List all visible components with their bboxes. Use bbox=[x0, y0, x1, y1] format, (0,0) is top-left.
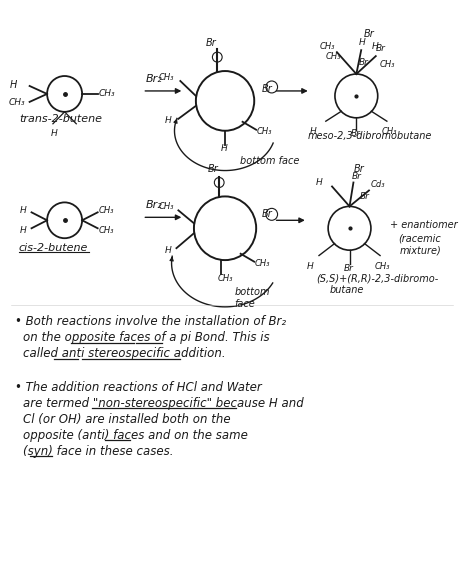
Text: Br: Br bbox=[359, 192, 369, 201]
Text: CH₃: CH₃ bbox=[319, 42, 335, 51]
Text: CH₃: CH₃ bbox=[217, 274, 233, 283]
Text: Br: Br bbox=[262, 209, 273, 219]
Text: meso-2,3-dibromobutane: meso-2,3-dibromobutane bbox=[308, 131, 432, 140]
Text: H: H bbox=[165, 116, 172, 125]
Text: H: H bbox=[221, 144, 228, 153]
Text: opposite (anti) faces and on the same: opposite (anti) faces and on the same bbox=[23, 429, 247, 442]
Text: CH₃: CH₃ bbox=[254, 259, 270, 268]
Text: bottom face: bottom face bbox=[240, 156, 299, 166]
Text: CH₃: CH₃ bbox=[99, 206, 114, 215]
Text: + enantiomer: + enantiomer bbox=[391, 220, 458, 230]
Text: Br: Br bbox=[206, 38, 216, 48]
Text: CH₃: CH₃ bbox=[256, 127, 272, 136]
Text: CH₃: CH₃ bbox=[375, 261, 390, 270]
Text: cis-2-butene: cis-2-butene bbox=[19, 243, 88, 253]
Text: H: H bbox=[20, 206, 27, 215]
Text: CH₃: CH₃ bbox=[8, 98, 25, 107]
Text: (syn) face in these cases.: (syn) face in these cases. bbox=[23, 445, 173, 457]
Text: Br: Br bbox=[262, 84, 273, 94]
Text: Br: Br bbox=[350, 129, 360, 138]
Text: CH₃: CH₃ bbox=[325, 52, 341, 61]
Text: are termed "non-stereospecific" because H and: are termed "non-stereospecific" because … bbox=[23, 397, 303, 410]
Text: CH₃: CH₃ bbox=[159, 72, 174, 81]
Text: • Both reactions involve the installation of Br₂: • Both reactions involve the installatio… bbox=[15, 315, 286, 328]
Text: Br₂: Br₂ bbox=[146, 201, 162, 210]
Text: H: H bbox=[165, 246, 172, 255]
Text: H: H bbox=[10, 80, 18, 90]
Text: bottom: bottom bbox=[235, 287, 270, 297]
Text: (S,S)+(R,R)-2,3-dibromo-: (S,S)+(R,R)-2,3-dibromo- bbox=[317, 273, 439, 283]
Text: butane: butane bbox=[330, 285, 365, 295]
Text: Cl (or OH) are installed both on the: Cl (or OH) are installed both on the bbox=[23, 413, 230, 426]
Text: face: face bbox=[235, 299, 255, 309]
Text: H: H bbox=[372, 42, 379, 51]
Text: H: H bbox=[358, 38, 365, 47]
Text: Cd₃: Cd₃ bbox=[371, 180, 385, 189]
Text: H: H bbox=[310, 127, 317, 136]
Text: Br₂: Br₂ bbox=[146, 74, 162, 84]
Text: Br: Br bbox=[344, 264, 354, 273]
Text: CH₃: CH₃ bbox=[380, 60, 395, 69]
Text: trans-2-butene: trans-2-butene bbox=[19, 114, 102, 124]
Text: Br: Br bbox=[352, 172, 361, 181]
Text: Br: Br bbox=[358, 57, 368, 66]
Text: CH₃: CH₃ bbox=[99, 226, 114, 235]
Text: on the opposite faces of a pi Bond. This is: on the opposite faces of a pi Bond. This… bbox=[23, 331, 269, 344]
Text: H: H bbox=[316, 178, 322, 187]
Text: H: H bbox=[20, 226, 27, 235]
Text: CH₃: CH₃ bbox=[159, 202, 174, 211]
Text: (racemic: (racemic bbox=[398, 233, 441, 243]
Text: CH₃: CH₃ bbox=[382, 127, 397, 136]
Text: Br: Br bbox=[354, 164, 364, 174]
Text: Br: Br bbox=[364, 29, 375, 39]
Text: H: H bbox=[307, 261, 313, 270]
Text: called anti stereospecific addition.: called anti stereospecific addition. bbox=[23, 347, 226, 360]
Text: • The addition reactions of HCl and Water: • The addition reactions of HCl and Wate… bbox=[15, 381, 262, 394]
Text: Br: Br bbox=[208, 164, 219, 174]
Text: Br: Br bbox=[376, 44, 386, 53]
Text: CH₃: CH₃ bbox=[99, 89, 115, 98]
Text: H: H bbox=[51, 129, 58, 138]
Text: mixture): mixture) bbox=[400, 245, 442, 255]
